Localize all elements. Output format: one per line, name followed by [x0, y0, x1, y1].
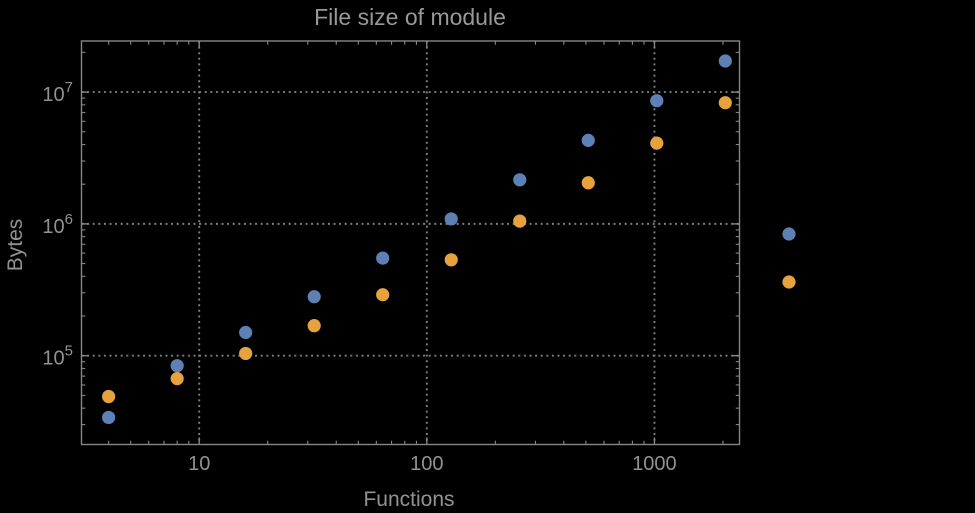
y-tick-label: 105: [42, 343, 73, 370]
plot-frame: [80, 40, 741, 446]
data-point-series-2-orange: [650, 136, 664, 150]
data-point-series-1-blue: [376, 251, 390, 265]
data-point-series-2-orange: [444, 253, 458, 267]
data-point-series-1-blue: [581, 133, 595, 147]
data-point-series-2-orange: [307, 319, 321, 333]
data-point-series-1-blue: [650, 94, 664, 108]
data-point-series-1-blue: [513, 173, 527, 187]
data-point-series-2-orange: [376, 288, 390, 302]
data-point-series-1-blue: [444, 212, 458, 226]
y-tick-label: 106: [42, 211, 73, 238]
y-tick-label: 107: [42, 79, 73, 106]
data-point-series-1-blue: [239, 325, 253, 340]
data-point-series-2-orange: [718, 96, 732, 110]
x-tick-label: 1000: [632, 453, 677, 475]
data-point-series-2-orange: [513, 214, 527, 228]
x-axis-label: Functions: [363, 488, 455, 511]
data-point-series-2-orange: [102, 389, 116, 404]
data-point-series-1-blue: [102, 410, 116, 425]
x-tick-label: 100: [410, 453, 443, 475]
x-tick-label: 10: [188, 453, 210, 475]
data-point-series-2-orange: [581, 176, 595, 190]
data-point-series-1-blue: [718, 54, 732, 68]
data-point-series-2-orange: [170, 372, 184, 386]
data-point-series-2-orange: [239, 346, 253, 361]
legend-marker-1: [782, 227, 796, 241]
plot-title: File size of module: [314, 4, 506, 30]
legend-marker-2: [782, 275, 796, 289]
data-point-series-1-blue: [170, 359, 184, 373]
data-point-series-1-blue: [307, 290, 321, 304]
